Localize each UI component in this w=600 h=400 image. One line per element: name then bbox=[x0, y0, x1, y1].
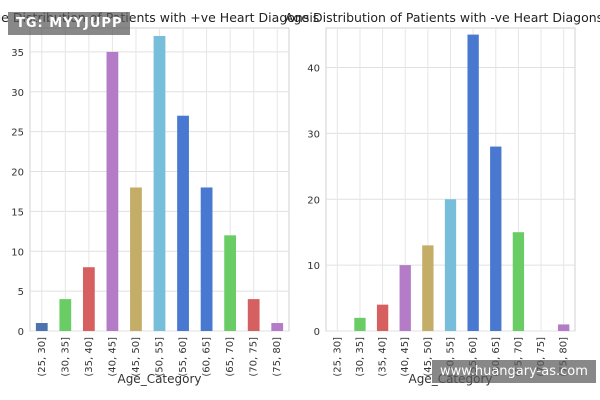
bar-2-11 bbox=[558, 324, 570, 331]
x-tick-label: (25, 30] bbox=[332, 337, 343, 377]
bar-2-6 bbox=[444, 199, 457, 331]
x-tick-label: (50, 55] bbox=[155, 337, 166, 377]
watermark-bottom-right: www.huangary-as.com bbox=[432, 360, 596, 383]
x-tick-label: (65, 70] bbox=[225, 337, 236, 377]
x-tick-label: (35, 40] bbox=[84, 337, 95, 377]
y-tick-label: 15 bbox=[11, 207, 24, 218]
x-tick-label: (65, 70] bbox=[513, 337, 524, 377]
x-tick-label: (75, 80] bbox=[272, 337, 283, 377]
x-tick-label: (55, 60] bbox=[178, 337, 189, 377]
y-tick-label: 30 bbox=[307, 129, 320, 140]
x-tick-label: (45, 50] bbox=[131, 337, 142, 377]
x-tick-label: (25, 30] bbox=[37, 337, 48, 377]
x-axis-label-1: Age_Category bbox=[117, 372, 201, 386]
x-tick-label: (60, 65] bbox=[202, 337, 213, 377]
x-tick-label: (40, 45] bbox=[400, 337, 411, 377]
bar-2-4 bbox=[399, 265, 411, 331]
x-tick-label: (50, 55] bbox=[446, 337, 457, 377]
bar-1-7 bbox=[177, 115, 189, 331]
x-tick-label: (70, 75] bbox=[536, 337, 547, 377]
y-tick-label: 0 bbox=[314, 327, 320, 338]
bar-1-2 bbox=[59, 299, 72, 331]
x-tick-label: (60, 65] bbox=[491, 337, 502, 377]
bar-2-2 bbox=[354, 317, 366, 331]
x-tick-label: (70, 75] bbox=[249, 337, 260, 377]
bar-2-7 bbox=[467, 34, 479, 332]
y-tick-label: 25 bbox=[11, 128, 24, 139]
bar-1-9 bbox=[224, 235, 237, 331]
x-tick-label: (30, 35] bbox=[60, 337, 71, 377]
x-tick-label: (40, 45] bbox=[107, 337, 118, 377]
x-tick-label: (30, 35] bbox=[355, 337, 366, 377]
y-tick-label: 10 bbox=[11, 247, 24, 258]
bar-1-10 bbox=[247, 299, 260, 331]
y-tick-label: 10 bbox=[307, 261, 320, 272]
bar-2-5 bbox=[422, 245, 434, 331]
bar-2-3 bbox=[376, 304, 389, 331]
bar-2-8 bbox=[490, 146, 502, 331]
y-tick-label: 35 bbox=[11, 48, 24, 59]
bar-1-4 bbox=[106, 51, 119, 331]
x-tick-label: (35, 40] bbox=[378, 337, 389, 377]
bar-1-5 bbox=[130, 187, 142, 331]
x-tick-label: (45, 50] bbox=[423, 337, 434, 377]
bar-1-3 bbox=[82, 267, 95, 331]
watermark-top-left: TG: MYYJUPP bbox=[8, 12, 131, 35]
chart-title-2: Age Distribution of Patients with -ve He… bbox=[285, 10, 600, 25]
y-tick-label: 0 bbox=[18, 327, 24, 338]
x-tick-label: (75, 80] bbox=[559, 337, 570, 377]
bar-1-11 bbox=[271, 323, 284, 331]
y-tick-label: 40 bbox=[307, 64, 320, 75]
y-tick-label: 30 bbox=[11, 88, 24, 99]
y-tick-label: 20 bbox=[307, 195, 320, 206]
bar-1-1 bbox=[35, 323, 48, 331]
y-tick-label: 5 bbox=[18, 287, 24, 298]
bar-1-8 bbox=[200, 187, 213, 331]
x-tick-label: (55, 60] bbox=[468, 337, 479, 377]
bar-1-6 bbox=[153, 35, 166, 331]
y-tick-label: 20 bbox=[11, 168, 24, 179]
bar-2-9 bbox=[512, 232, 525, 331]
